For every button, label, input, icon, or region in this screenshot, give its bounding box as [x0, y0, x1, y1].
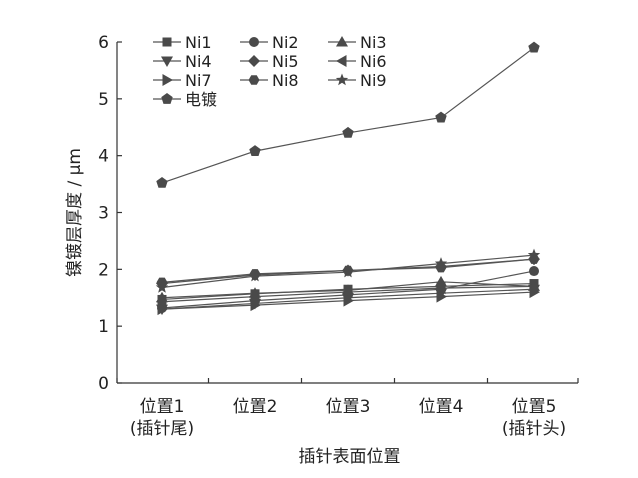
- series-9: [155, 248, 541, 293]
- series-6: [156, 280, 539, 308]
- series-10: [156, 41, 540, 188]
- legend-item: Ni3: [328, 33, 387, 52]
- legend-label: Ni4: [185, 52, 212, 71]
- data-point: [343, 294, 354, 307]
- y-axis-title: 镍镀层厚度 / μm: [65, 148, 85, 277]
- legend-marker: [249, 37, 259, 47]
- data-point: [436, 290, 447, 303]
- x-tick-label: 位置1: [140, 397, 185, 417]
- x-tick-label: 位置2: [233, 397, 278, 417]
- y-tick-label: 6: [98, 33, 109, 53]
- x-tick-label: 位置3: [326, 397, 371, 417]
- data-point: [529, 266, 539, 277]
- y-tick-label: 1: [98, 317, 109, 337]
- series-7: [157, 286, 540, 316]
- y-tick-label: 5: [98, 90, 109, 110]
- y-tick-label: 3: [98, 204, 109, 224]
- data-point: [248, 269, 262, 282]
- legend-label: Ni9: [360, 71, 387, 90]
- legend-marker: [161, 56, 173, 67]
- legend-item: Ni8: [240, 71, 299, 90]
- legend-marker: [336, 55, 347, 67]
- legend-marker: [161, 93, 173, 104]
- legend-marker: [335, 73, 349, 86]
- data-point: [341, 265, 355, 278]
- y-tick-label: 4: [98, 147, 109, 167]
- legend-marker: [162, 74, 173, 86]
- data-point: [157, 303, 168, 316]
- data-point: [527, 248, 541, 261]
- legend-label: Ni8: [272, 71, 299, 90]
- data-point: [528, 41, 540, 53]
- data-point: [249, 290, 260, 303]
- chart-axes: 0 1 2 3 4 5 6 位置1(插针尾) 位置2 位置3 位置4 位置5(插针头) 插针表面位置 镍镀…: [65, 33, 579, 467]
- legend-label: Ni5: [272, 52, 299, 71]
- x-tick-label: 位置5: [512, 397, 557, 417]
- data-point: [342, 286, 353, 299]
- legend-marker: [336, 36, 348, 47]
- legend-label: 电镀: [185, 90, 217, 109]
- legend-marker: [248, 75, 260, 85]
- series-layer: [155, 41, 541, 316]
- legend-label: Ni7: [185, 71, 212, 90]
- x-tick-sublabel: (插针头): [502, 419, 566, 439]
- data-point: [155, 281, 169, 293]
- y-tick-label: 2: [98, 260, 109, 280]
- data-point: [250, 299, 261, 312]
- legend-label: Ni3: [360, 33, 387, 52]
- legend-label: Ni1: [185, 33, 212, 52]
- data-point: [434, 257, 448, 269]
- x-axis-title: 插针表面位置: [299, 447, 401, 467]
- legend-item: Ni9: [328, 71, 387, 90]
- legend-marker: [248, 55, 260, 67]
- legend-label: Ni2: [272, 33, 299, 52]
- legend-item: Ni6: [328, 52, 387, 71]
- series-line: [161, 47, 535, 184]
- data-point: [156, 176, 168, 188]
- y-tick-label: 0: [98, 374, 109, 394]
- x-tick-label: 位置4: [419, 397, 464, 417]
- legend-marker: [162, 37, 172, 47]
- data-point: [435, 282, 446, 295]
- x-tick-sublabel: (插针尾): [130, 419, 194, 439]
- data-point: [529, 286, 540, 299]
- data-point: [249, 145, 261, 156]
- data-point: [342, 126, 354, 138]
- chart-legend: Ni1 Ni2 Ni3 Ni4 Ni5 Ni6 Ni7 Ni8 Ni9 电镀: [153, 33, 387, 109]
- data-point: [528, 280, 539, 293]
- legend-item: Ni1: [153, 33, 212, 52]
- legend-item: Ni5: [240, 52, 299, 71]
- data-point: [435, 111, 447, 123]
- legend-item: Ni7: [153, 71, 212, 90]
- legend-item: Ni2: [240, 33, 299, 52]
- legend-item: Ni4: [153, 52, 212, 71]
- legend-label: Ni6: [360, 52, 387, 71]
- legend-item: 电镀: [153, 90, 217, 109]
- data-point: [156, 295, 167, 308]
